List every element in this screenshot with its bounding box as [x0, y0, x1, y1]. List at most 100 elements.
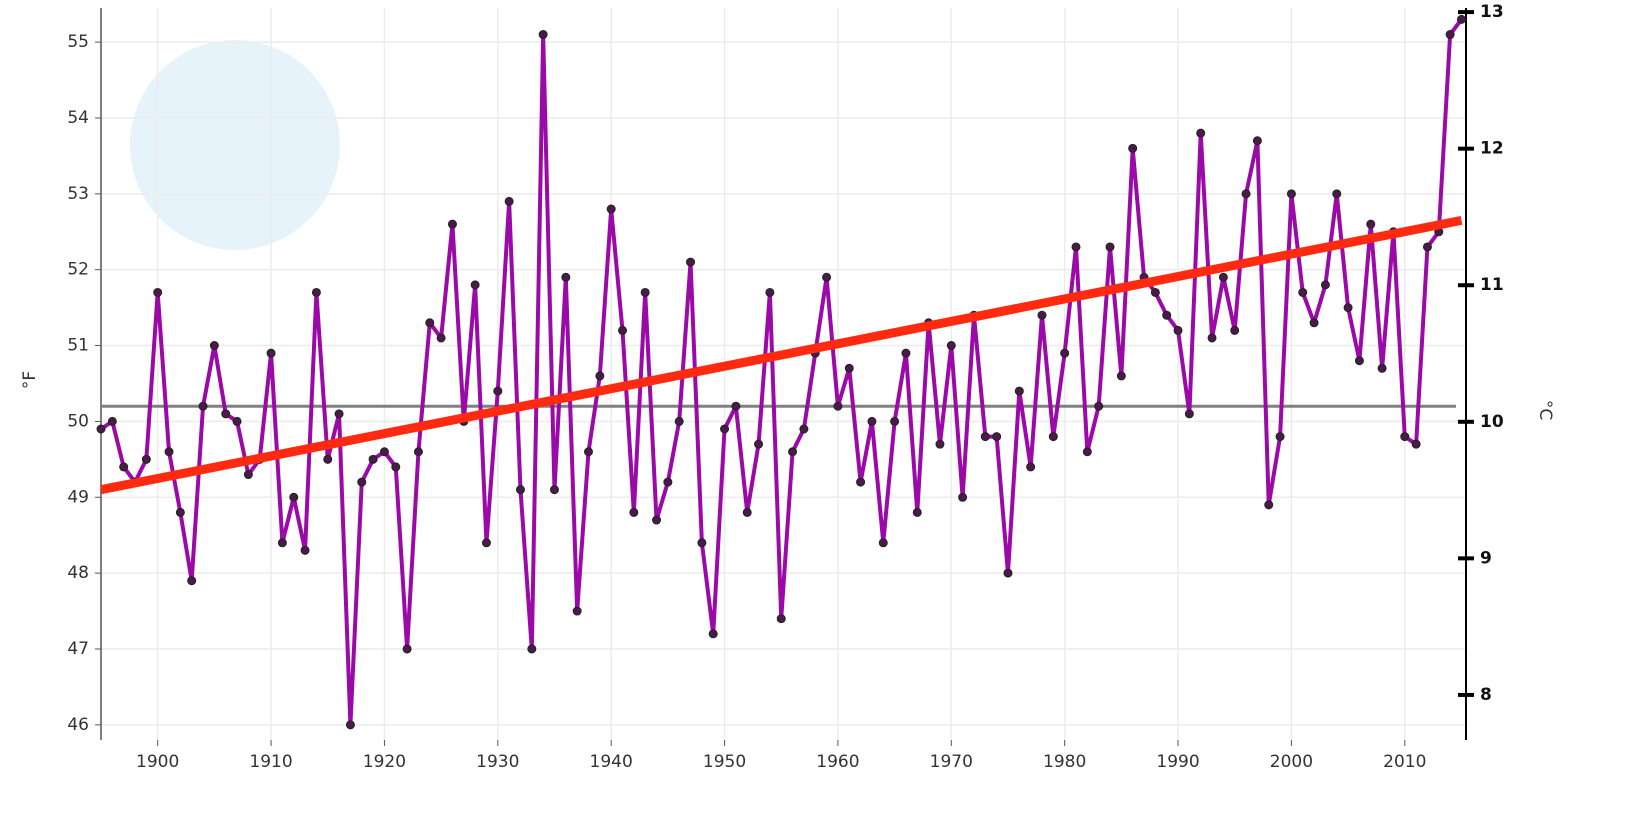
data-point [481, 538, 491, 548]
data-point [640, 287, 650, 297]
y-tick-label: 51 [67, 336, 89, 356]
y2-tick-label: 11 [1480, 275, 1504, 295]
data-point [323, 454, 333, 464]
data-point [572, 606, 582, 616]
data-point [935, 439, 945, 449]
data-point [1411, 439, 1421, 449]
data-point [1116, 371, 1126, 381]
data-point [1241, 189, 1251, 199]
data-point [447, 219, 457, 229]
y-axis-label: °F [20, 371, 40, 389]
data-point [958, 492, 968, 502]
data-point [1037, 310, 1047, 320]
y-tick-label: 53 [67, 184, 89, 204]
y-tick-label: 52 [67, 260, 89, 280]
data-point [470, 280, 480, 290]
data-point [652, 515, 662, 525]
data-point [822, 272, 832, 282]
data-point [334, 409, 344, 419]
data-point [1082, 447, 1092, 457]
data-point [1456, 14, 1466, 24]
data-point [674, 416, 684, 426]
data-point [629, 507, 639, 517]
y-tick-label: 49 [67, 487, 89, 507]
data-point [379, 447, 389, 457]
x-tick-label: 1920 [363, 752, 406, 772]
data-point [776, 614, 786, 624]
data-point [515, 485, 525, 495]
data-point [1071, 242, 1081, 252]
x-tick-label: 2000 [1270, 752, 1313, 772]
x-tick-label: 1960 [816, 752, 859, 772]
data-point [1377, 363, 1387, 373]
data-point [1184, 409, 1194, 419]
data-point [1422, 242, 1432, 252]
data-point [890, 416, 900, 426]
x-tick-label: 1900 [136, 752, 179, 772]
data-point [663, 477, 673, 487]
trend-line [100, 215, 1463, 495]
y-tick-label: 54 [67, 108, 89, 128]
data-point [493, 386, 503, 396]
y-tick-label: 50 [67, 411, 89, 431]
data-point [187, 576, 197, 586]
data-point [856, 477, 866, 487]
data-point [606, 204, 616, 214]
data-point [1218, 272, 1228, 282]
y2-tick-label: 13 [1480, 2, 1504, 22]
data-point [266, 348, 276, 358]
data-point [912, 507, 922, 517]
y-tick-label: 55 [67, 32, 89, 52]
data-point [584, 447, 593, 457]
data-point [413, 447, 423, 457]
data-point [1014, 386, 1024, 396]
data-point [1343, 303, 1353, 313]
y-tick-label: 46 [67, 715, 89, 735]
logo-watermark [130, 40, 340, 250]
x-tick-label: 1930 [476, 752, 519, 772]
x-tick-label: 1950 [703, 752, 746, 772]
data-point [538, 30, 548, 40]
y2-tick-label: 10 [1480, 412, 1504, 432]
data-point [277, 538, 287, 548]
data-point [96, 424, 106, 434]
data-point [345, 720, 355, 730]
data-point [720, 424, 730, 434]
data-point [107, 416, 117, 426]
x-tick-label: 1980 [1043, 752, 1086, 772]
data-point [992, 432, 1002, 442]
data-point [1400, 432, 1410, 442]
data-point [1196, 128, 1206, 138]
data-point [425, 318, 435, 328]
data-point [1264, 500, 1274, 510]
data-point [1162, 310, 1172, 320]
data-point [754, 439, 764, 449]
data-point [1309, 318, 1319, 328]
data-point [402, 644, 412, 654]
data-point [1105, 242, 1115, 252]
data-point [1275, 432, 1285, 442]
data-point [1150, 287, 1160, 297]
data-point [708, 629, 718, 639]
x-tick-label: 1910 [249, 752, 292, 772]
data-point [980, 432, 990, 442]
data-point [391, 462, 401, 472]
data-point [1366, 219, 1376, 229]
y-tick-label: 47 [67, 639, 89, 659]
data-point [1332, 189, 1342, 199]
data-point [300, 545, 310, 555]
data-point [1298, 287, 1308, 297]
data-point [1094, 401, 1104, 411]
data-point [153, 287, 163, 297]
data-point [1207, 333, 1217, 343]
x-tick-label: 1990 [1156, 752, 1199, 772]
data-point [243, 470, 253, 480]
y2-tick-label: 8 [1480, 685, 1492, 705]
data-point [742, 507, 752, 517]
data-point [436, 333, 446, 343]
data-point [878, 538, 888, 548]
data-point [164, 447, 174, 457]
data-point [844, 363, 854, 373]
data-point [232, 416, 242, 426]
x-tick-label: 1970 [930, 752, 973, 772]
